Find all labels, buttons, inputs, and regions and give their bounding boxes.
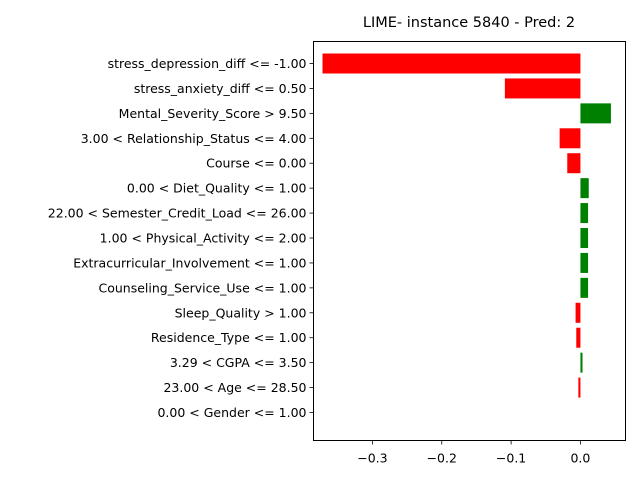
- y-tick-label: stress_depression_diff <= -1.00: [108, 56, 307, 71]
- y-tick-label: 3.00 < Relationship_Status <= 4.00: [81, 131, 307, 146]
- bar: [580, 228, 589, 249]
- y-tick-label: 3.29 < CGPA <= 3.50: [170, 355, 307, 370]
- bar: [580, 277, 589, 298]
- bar: [578, 377, 581, 398]
- y-tick-label: 0.00 < Diet_Quality <= 1.00: [127, 181, 307, 196]
- x-tick-label: −0.3: [357, 451, 387, 466]
- x-tick-label: 0.0: [570, 451, 590, 466]
- y-tick-labels: stress_depression_diff <= -1.00 stress_an…: [48, 56, 314, 420]
- bar: [580, 252, 589, 273]
- bar: [580, 103, 611, 124]
- y-tick-label: Mental_Severity_Score > 9.50: [119, 106, 307, 121]
- bar: [580, 178, 589, 199]
- x-tick-label: −0.2: [427, 451, 457, 466]
- bar: [575, 302, 581, 323]
- x-tick-label: −0.1: [496, 451, 526, 466]
- y-tick-label: 1.00 < Physical_Activity <= 2.00: [100, 231, 307, 246]
- bar: [322, 53, 581, 74]
- chart-title: LIME- instance 5840 - Pred: 2: [363, 15, 575, 31]
- y-tick-label: Residence_Type <= 1.00: [151, 330, 307, 345]
- y-tick-label: stress_anxiety_diff <= 0.50: [134, 81, 307, 96]
- y-tick-label: 23.00 < Age <= 28.50: [163, 380, 306, 395]
- bar: [504, 78, 581, 99]
- y-tick-label: Extracurricular_Involvement <= 1.00: [73, 255, 306, 270]
- y-tick-label: Course <= 0.00: [206, 156, 306, 171]
- y-tick-label: 22.00 < Semester_Credit_Load <= 26.00: [48, 206, 307, 221]
- y-tick-label: 0.00 < Gender <= 1.00: [157, 405, 306, 420]
- y-tick-label: Sleep_Quality > 1.00: [175, 305, 307, 320]
- bar: [580, 352, 583, 373]
- bar: [567, 153, 581, 174]
- bar: [559, 128, 581, 149]
- bar: [580, 203, 589, 224]
- x-ticks: −0.3 −0.2 −0.1 0.0: [357, 440, 590, 466]
- bars-group: [322, 53, 611, 398]
- bar: [576, 327, 581, 348]
- y-tick-label: Counseling_Service_Use <= 1.00: [98, 280, 306, 295]
- plot-frame: [313, 41, 626, 441]
